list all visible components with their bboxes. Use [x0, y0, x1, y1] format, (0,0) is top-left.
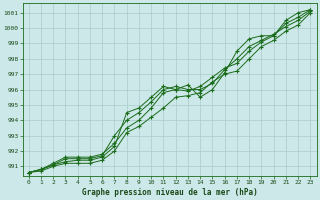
X-axis label: Graphe pression niveau de la mer (hPa): Graphe pression niveau de la mer (hPa): [82, 188, 258, 197]
